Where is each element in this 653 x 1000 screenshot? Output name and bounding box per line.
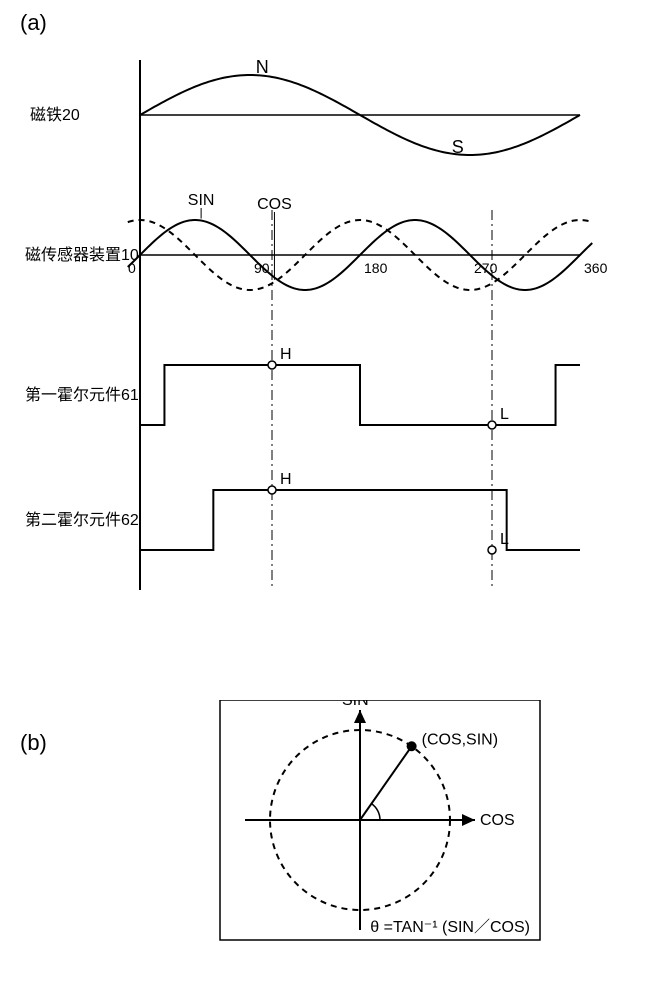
svg-text:270: 270 (474, 260, 498, 276)
svg-text:(COS,SIN): (COS,SIN) (422, 731, 498, 748)
svg-text:COS: COS (480, 812, 515, 829)
svg-text:H: H (280, 346, 292, 363)
panel-a: 磁铁20NSSINCOS090180270360磁传感器装置10第一霍尔元件61… (20, 30, 620, 630)
svg-text:磁传感器装置10: 磁传感器装置10 (25, 246, 139, 264)
svg-text:第二霍尔元件62: 第二霍尔元件62 (25, 511, 139, 529)
svg-text:H: H (280, 471, 292, 488)
svg-text:SIN: SIN (188, 192, 215, 209)
svg-text:N: N (256, 57, 269, 77)
svg-text:第一霍尔元件61: 第一霍尔元件61 (25, 386, 139, 404)
svg-text:θ =TAN⁻¹ (SIN／COS): θ =TAN⁻¹ (SIN／COS) (370, 919, 530, 936)
svg-text:90: 90 (254, 260, 270, 276)
svg-text:180: 180 (364, 260, 388, 276)
panel-b-svg: COS SIN (COS,SIN) θ =TAN⁻¹ (SIN／COS) (20, 700, 620, 960)
panel-b: COS SIN (COS,SIN) θ =TAN⁻¹ (SIN／COS) (20, 700, 620, 960)
panel-a-svg: 磁铁20NSSINCOS090180270360磁传感器装置10第一霍尔元件61… (20, 30, 620, 630)
svg-text:360: 360 (584, 260, 608, 276)
svg-text:L: L (500, 406, 509, 423)
svg-text:S: S (452, 137, 464, 157)
svg-text:SIN: SIN (342, 700, 369, 709)
svg-text:磁铁20: 磁铁20 (30, 106, 80, 124)
svg-text:L: L (500, 531, 509, 548)
svg-text:COS: COS (257, 196, 292, 213)
